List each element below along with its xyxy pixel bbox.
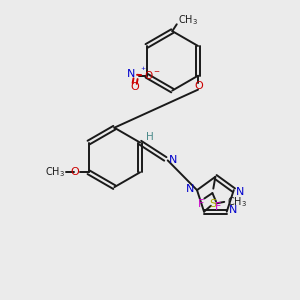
Text: N: N <box>169 154 177 164</box>
Text: F: F <box>215 202 221 212</box>
Text: CH$_3$: CH$_3$ <box>45 165 65 179</box>
Text: O$^-$: O$^-$ <box>144 69 161 81</box>
Text: N: N <box>236 187 244 196</box>
Text: O: O <box>194 81 203 91</box>
Text: S: S <box>209 199 216 209</box>
Text: O: O <box>130 82 139 92</box>
Text: H: H <box>146 132 154 142</box>
Text: F: F <box>198 199 205 209</box>
Text: CH$_3$: CH$_3$ <box>227 195 247 209</box>
Text: O: O <box>70 167 79 177</box>
Text: N: N <box>186 184 195 194</box>
Text: $^+$: $^+$ <box>139 66 146 75</box>
Text: CH$_3$: CH$_3$ <box>178 13 198 27</box>
Text: N: N <box>229 205 238 215</box>
Text: N: N <box>127 69 136 79</box>
